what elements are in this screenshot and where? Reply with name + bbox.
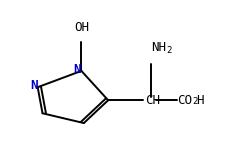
- Text: CO: CO: [177, 94, 192, 107]
- Text: H: H: [196, 94, 204, 107]
- Text: N: N: [73, 63, 81, 76]
- Text: 2: 2: [166, 46, 172, 55]
- Text: OH: OH: [74, 21, 89, 34]
- Text: NH: NH: [151, 41, 166, 54]
- Text: N: N: [30, 79, 38, 92]
- Text: 2: 2: [193, 97, 198, 106]
- Text: CH: CH: [145, 94, 160, 107]
